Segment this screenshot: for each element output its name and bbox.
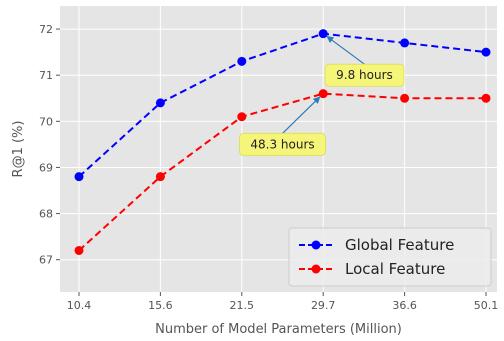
data-point [400,93,410,103]
series-layer [74,29,491,255]
x-tick-label: 15.6 [148,299,173,312]
y-tick-label: 70 [39,115,53,128]
annotation-box [239,132,326,156]
y-axis-ticks: 67 68 69 70 71 72 [39,23,60,267]
data-point [481,47,491,57]
annotation-label: 48.3 hours [250,137,314,151]
data-point [318,89,328,99]
data-point [155,98,165,108]
legend: Global Feature Local Feature [288,227,492,287]
annotation-arrowhead [326,36,335,44]
x-tick-label: 36.6 [392,299,417,312]
annotation-layer: 9.8 hours 48.3 hours [239,35,405,156]
y-tick-label: 67 [39,254,53,267]
y-axis-title: R@1 (%) [11,121,26,178]
annotation-label: 9.8 hours [336,68,393,82]
y-tick-label: 71 [39,69,53,82]
x-axis-title: Number of Model Parameters (Million) [155,322,402,337]
data-point [481,93,491,103]
data-point [155,172,165,182]
annotation-arrowhead [312,96,321,104]
y-tick-label: 72 [39,23,53,36]
legend-marker [311,240,321,250]
x-tick-label: 21.5 [230,299,255,312]
data-point [74,172,84,182]
legend-label: Global Feature [345,236,454,254]
x-tick-label: 10.4 [67,299,92,312]
data-point [400,38,410,48]
legend-box [288,227,492,287]
data-point [74,245,84,255]
legend-item-local-feature: Local Feature [299,260,445,278]
annotation-2: 48.3 hours [239,96,326,156]
annotation-box [324,63,405,87]
annotation-1: 9.8 hours [324,35,405,87]
data-point [318,29,328,39]
y-tick-label: 68 [39,208,53,221]
series-line-local-feature [78,92,486,252]
series-line-global-feature [78,32,487,178]
y-tick-label: 69 [39,161,53,174]
legend-label: Local Feature [345,260,445,278]
annotation-arrow [282,96,321,134]
data-point [237,112,247,122]
data-point [237,56,247,66]
x-tick-label: 50.1 [474,299,499,312]
x-tick-label: 29.7 [311,299,336,312]
annotation-arrow [326,35,365,65]
x-axis-ticks: 10.4 15.6 21.5 29.7 36.6 50.1 [67,292,499,312]
legend-item-global-feature: Global Feature [299,236,454,254]
legend-marker [311,264,321,274]
